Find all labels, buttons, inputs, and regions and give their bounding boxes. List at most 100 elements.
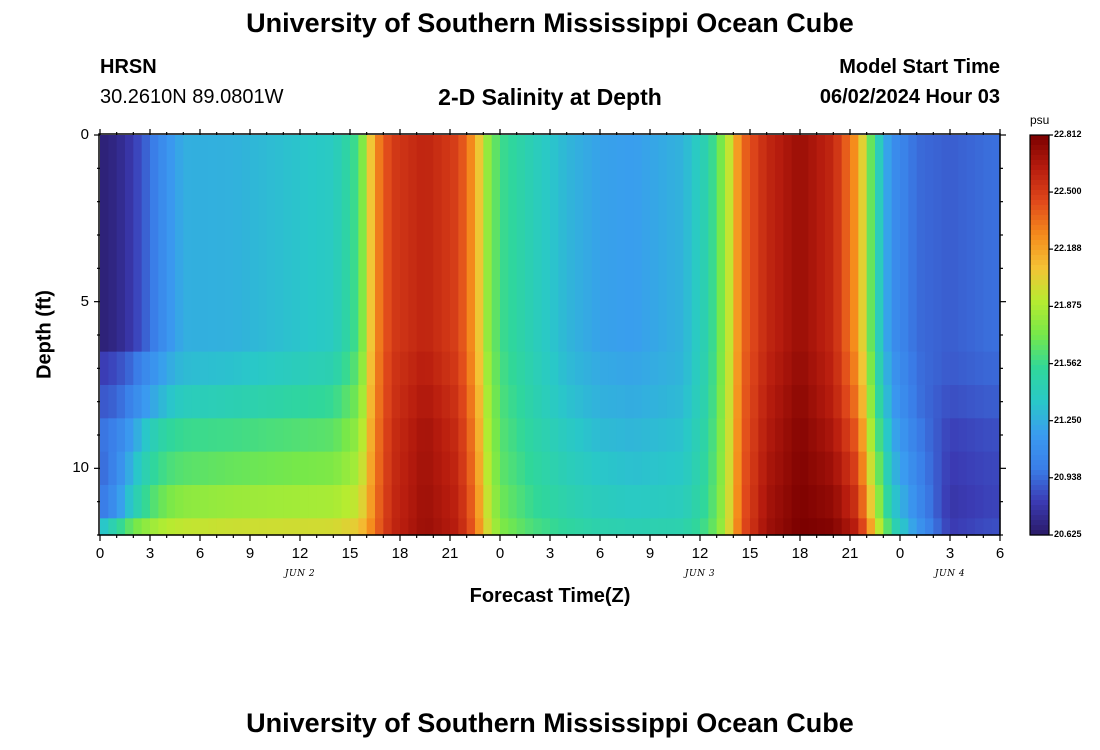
heatmap-cell xyxy=(675,485,684,519)
heatmap-cell xyxy=(291,518,301,536)
heatmap-cell xyxy=(741,135,751,353)
heatmap-cell xyxy=(841,518,851,536)
heatmap-cell xyxy=(683,135,693,353)
heatmap-cell xyxy=(100,351,109,386)
heatmap-cell xyxy=(266,351,276,386)
heatmap-cell xyxy=(833,451,843,486)
heatmap-cell xyxy=(500,351,509,386)
heatmap-cell xyxy=(783,135,793,353)
heatmap-cell xyxy=(225,485,234,519)
colorbar-segment xyxy=(1030,290,1049,296)
heatmap-cell xyxy=(525,485,534,519)
heatmap-cell xyxy=(550,518,559,536)
heatmap-cell xyxy=(908,418,918,453)
heatmap-cell xyxy=(616,135,626,353)
heatmap-cell xyxy=(175,451,184,486)
colorbar-segment xyxy=(1030,385,1049,391)
heatmap-cell xyxy=(758,135,768,353)
heatmap-cell xyxy=(775,385,784,419)
heatmap-cell xyxy=(333,135,343,353)
heatmap-cell xyxy=(233,351,243,386)
heatmap-cell xyxy=(225,418,234,453)
heatmap-cell xyxy=(725,451,734,486)
heatmap-cell xyxy=(766,518,776,536)
heatmap-cell xyxy=(933,485,943,519)
heatmap-cell xyxy=(116,385,126,419)
heatmap-cell xyxy=(316,418,326,453)
heatmap-cell xyxy=(141,351,151,386)
heatmap-cell xyxy=(466,518,476,536)
heatmap-cell xyxy=(991,451,1001,486)
heatmap-cell xyxy=(858,351,868,386)
heatmap-cell xyxy=(525,351,534,386)
heatmap-cell xyxy=(608,485,618,519)
heatmap-cell xyxy=(683,351,693,386)
heatmap-cell xyxy=(125,385,134,419)
heatmap-cell xyxy=(733,418,743,453)
heatmap-cell xyxy=(425,485,434,519)
colorbar-segment xyxy=(1030,335,1049,341)
heatmap-cell xyxy=(458,485,468,519)
heatmap-cell xyxy=(550,351,559,386)
colorbar-segment xyxy=(1030,325,1049,331)
heatmap-cell xyxy=(983,135,993,353)
colorbar-segment xyxy=(1030,470,1049,476)
heatmap-cell xyxy=(633,418,643,453)
heatmap-cell xyxy=(458,451,468,486)
heatmap-cell xyxy=(133,135,143,353)
heatmap-cell xyxy=(208,518,218,536)
heatmap-cell xyxy=(925,418,934,453)
heatmap-cell xyxy=(641,418,651,453)
colorbar-segment xyxy=(1030,380,1049,386)
heatmap-cell xyxy=(191,385,201,419)
heatmap-cell xyxy=(133,351,143,386)
heatmap-cell xyxy=(725,518,734,536)
heatmap-cell xyxy=(891,135,901,353)
heatmap-cell xyxy=(125,351,134,386)
heatmap-cell xyxy=(391,135,401,353)
colorbar-segment xyxy=(1030,225,1049,231)
heatmap-cell xyxy=(291,485,301,519)
heatmap-cell xyxy=(700,518,709,536)
heatmap-cell xyxy=(891,385,901,419)
heatmap-cell xyxy=(341,385,351,419)
heatmap-cell xyxy=(516,385,526,419)
heatmap-cell xyxy=(675,135,684,353)
heatmap-cell xyxy=(983,351,993,386)
heatmap-cell xyxy=(675,518,684,536)
heatmap-cell xyxy=(650,518,659,536)
colorbar-segment xyxy=(1030,150,1049,156)
heatmap-cell xyxy=(100,451,109,486)
heatmap-cell xyxy=(958,385,968,419)
heatmap-cell xyxy=(525,135,534,353)
heatmap-cell xyxy=(950,351,959,386)
heatmap-cell xyxy=(958,418,968,453)
colorbar-segment xyxy=(1030,275,1049,281)
heatmap-cell xyxy=(491,418,501,453)
heatmap-cell xyxy=(250,518,259,536)
heatmap-cell xyxy=(625,351,634,386)
heatmap-cell xyxy=(591,418,601,453)
heatmap-cell xyxy=(625,385,634,419)
heatmap-cell xyxy=(291,451,301,486)
heatmap-cell xyxy=(283,385,293,419)
heatmap-cell xyxy=(200,385,209,419)
heatmap-cell xyxy=(325,485,334,519)
heatmap-cell xyxy=(391,418,401,453)
heatmap-cell xyxy=(916,451,926,486)
heatmap-cell xyxy=(583,385,593,419)
heatmap-cell xyxy=(491,351,501,386)
heatmap-cell xyxy=(108,418,118,453)
heatmap-cell xyxy=(541,451,551,486)
heatmap-cell xyxy=(950,518,959,536)
heatmap-cell xyxy=(291,418,301,453)
heatmap-cell xyxy=(658,485,668,519)
heatmap-cell xyxy=(691,351,701,386)
heatmap-cell xyxy=(758,451,768,486)
heatmap-cell xyxy=(241,385,251,419)
heatmap-cell xyxy=(675,451,684,486)
heatmap-cell xyxy=(258,418,268,453)
heatmap-cell xyxy=(100,418,109,453)
heatmap-cell xyxy=(433,135,443,353)
heatmap-cell xyxy=(575,418,584,453)
